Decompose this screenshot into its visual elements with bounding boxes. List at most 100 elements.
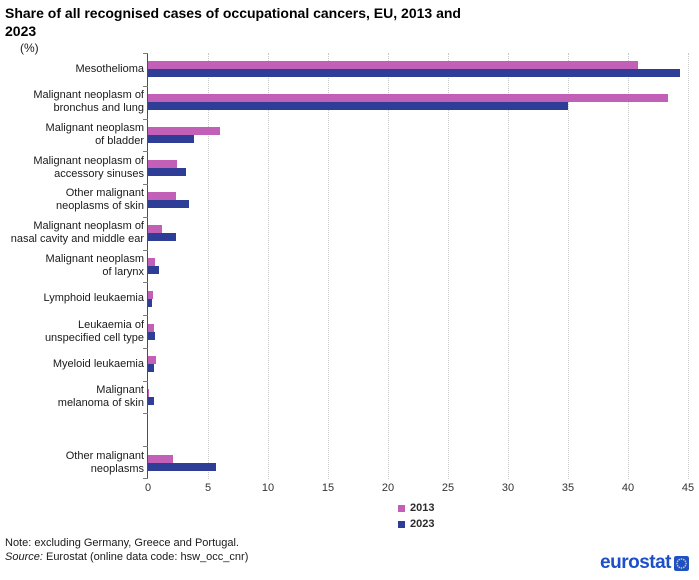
- y-axis-tick: [143, 413, 148, 415]
- y-axis-tick: [143, 282, 148, 284]
- category-labels: Mesothelioma Malignant neoplasm of bronch…: [0, 53, 144, 479]
- gridline: [688, 53, 689, 479]
- x-axis-tick-labels: 0 5 10 15 20 25 30 35 40 45: [144, 482, 694, 496]
- bar-row: [148, 86, 688, 119]
- category-label: Malignant neoplasm of bronchus and lung: [33, 89, 144, 115]
- y-axis-line: [147, 53, 148, 479]
- x-axis-tick-label: 5: [204, 482, 212, 494]
- chart-title-line1: Share of all recognised cases of occupat…: [5, 5, 461, 21]
- bar-2013: [148, 356, 157, 365]
- bar-2013: [148, 94, 668, 103]
- bar-row: [148, 348, 688, 381]
- category-label: Other malignant neoplasms of skin: [55, 187, 144, 213]
- bar-2023: [148, 102, 568, 111]
- bar-row: [148, 250, 688, 283]
- legend-label: 2013: [410, 502, 435, 514]
- bar-2013: [148, 126, 220, 135]
- bar-2013: [148, 159, 177, 168]
- bar-2013: [148, 389, 150, 398]
- bar-2023: [148, 69, 680, 78]
- gridline: [628, 53, 629, 479]
- legend-swatch-icon: [398, 520, 405, 528]
- y-axis-tick: [143, 151, 148, 153]
- y-axis-tick: [143, 216, 148, 218]
- x-axis-tick-label: 10: [261, 482, 275, 494]
- bar-row: [148, 53, 688, 86]
- legend-item-2013: 2013: [398, 502, 434, 514]
- source-detail: Eurostat (online data code: hsw_occ_cnr): [42, 551, 249, 563]
- y-axis-tick: [143, 315, 148, 317]
- x-axis-tick-label: 0: [144, 482, 152, 494]
- bar-row: [148, 381, 688, 414]
- bar-row: [148, 315, 688, 348]
- y-axis-tick: [143, 118, 148, 120]
- bar-2013: [148, 290, 153, 299]
- y-axis-tick: [143, 249, 148, 251]
- x-axis-tick-label: 30: [501, 482, 515, 494]
- legend-swatch-icon: [398, 504, 405, 512]
- bar-2013: [148, 192, 176, 201]
- category-label: Leukaemia of unspecified cell type: [44, 318, 144, 344]
- category-label: Malignant neoplasm of larynx: [45, 252, 144, 278]
- chart-title-line2: 2023: [5, 23, 37, 39]
- gridline: [328, 53, 329, 479]
- y-axis-tick: [143, 380, 148, 382]
- bar-2013: [148, 454, 174, 463]
- category-label: Malignant melanoma of skin: [57, 384, 144, 410]
- note-text: Note: excluding Germany, Greece and Port…: [5, 537, 239, 549]
- unit-label: (%): [20, 41, 39, 55]
- category-label: Malignant neoplasm of bladder: [45, 121, 144, 147]
- gridline: [388, 53, 389, 479]
- bar-row: [148, 413, 688, 446]
- bar-2023: [148, 298, 152, 307]
- category-label: Other malignant neoplasms: [65, 449, 144, 475]
- x-axis-tick-label: 20: [381, 482, 395, 494]
- legend-label: 2023: [410, 518, 435, 530]
- bar-row: [148, 184, 688, 217]
- bar-rows: [148, 53, 688, 479]
- bar-2013: [148, 61, 638, 70]
- source-prefix: Source:: [5, 551, 43, 563]
- bar-2013: [148, 257, 156, 266]
- gridline: [208, 53, 209, 479]
- bar-2013: [148, 323, 154, 332]
- eu-flag-icon: [674, 555, 689, 571]
- legend-item-2023: 2023: [398, 518, 434, 530]
- bar-2023: [148, 265, 159, 274]
- bar-row: [148, 217, 688, 250]
- source-text: Source: Eurostat (online data code: hsw_…: [5, 551, 248, 563]
- eurostat-logo-text: eurostat: [600, 552, 671, 573]
- category-label: Myeloid leukaemia: [52, 357, 144, 370]
- chart-title: Share of all recognised cases of occupat…: [5, 4, 461, 40]
- bar-2023: [148, 397, 154, 406]
- bar-2013: [148, 225, 163, 234]
- plot-area: [143, 53, 689, 479]
- x-axis-tick-label: 40: [621, 482, 635, 494]
- gridline: [508, 53, 509, 479]
- bar-2023: [148, 364, 154, 373]
- bar-row: [148, 446, 688, 479]
- x-axis-tick-label: 45: [681, 482, 695, 494]
- bar-2023: [148, 462, 217, 471]
- y-axis-tick: [143, 184, 148, 186]
- bar-row: [148, 282, 688, 315]
- y-axis-tick: [143, 85, 148, 87]
- bar-2023: [148, 331, 156, 340]
- y-axis-tick: [143, 478, 148, 479]
- x-axis-tick-label: 15: [321, 482, 335, 494]
- bar-2023: [148, 167, 187, 176]
- y-axis-tick: [143, 347, 148, 349]
- legend: 2013 2023: [398, 502, 434, 530]
- x-axis-tick-label: 25: [441, 482, 455, 494]
- category-label-spacer: [0, 413, 144, 446]
- gridline: [568, 53, 569, 479]
- category-label: Lymphoid leukaemia: [43, 292, 144, 305]
- bar-2023: [148, 134, 194, 143]
- eurostat-logo: eurostat: [600, 552, 689, 574]
- bar-2023: [148, 200, 189, 209]
- category-label: Mesothelioma: [75, 62, 144, 75]
- category-label: Malignant neoplasm of accessory sinuses: [33, 154, 144, 180]
- bar-row: [148, 119, 688, 152]
- y-axis-tick: [143, 446, 148, 448]
- y-axis-tick: [143, 53, 148, 54]
